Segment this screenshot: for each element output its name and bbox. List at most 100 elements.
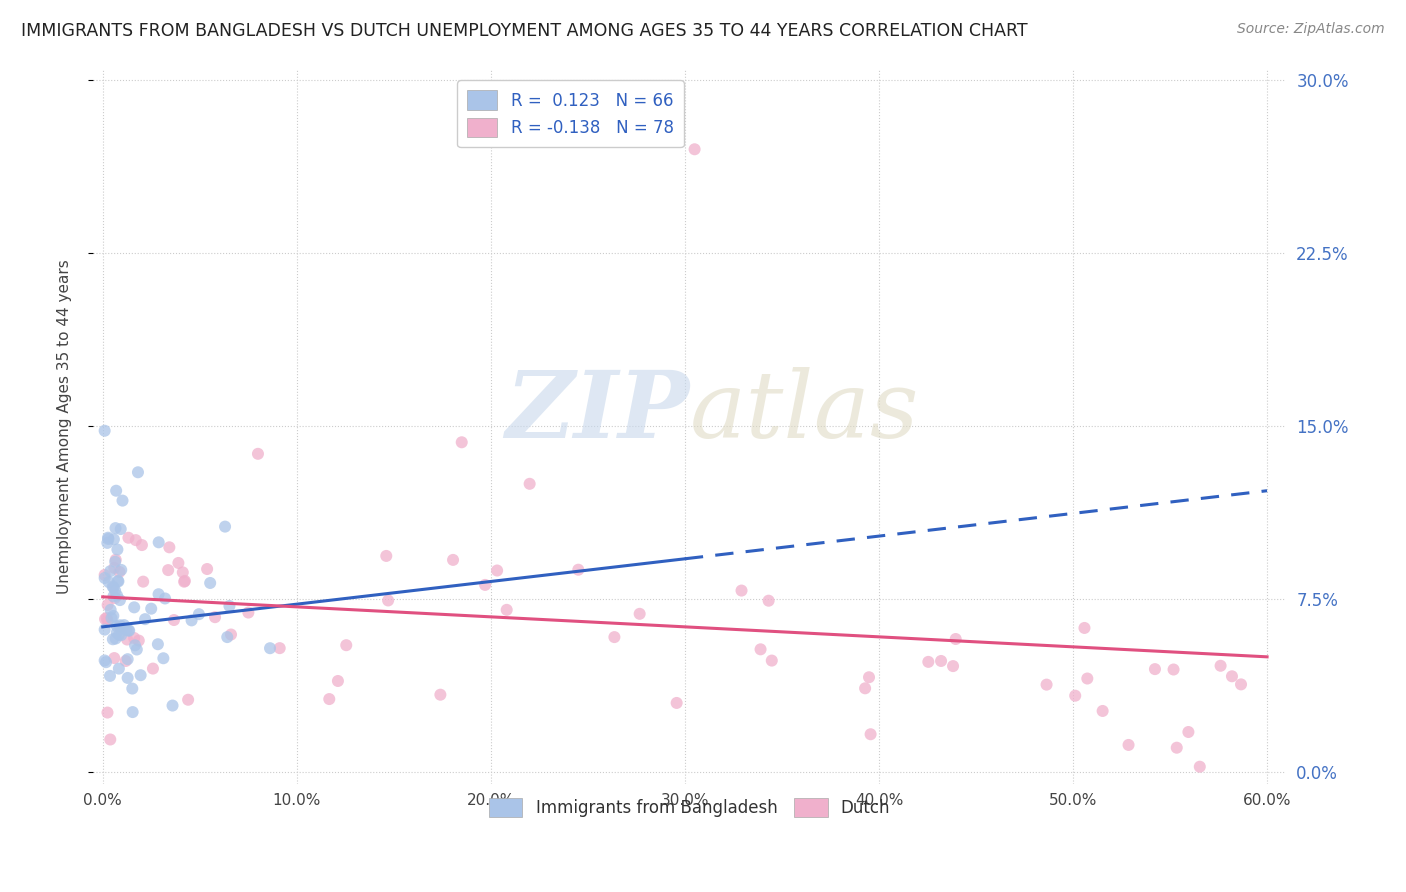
Point xyxy=(93,571,115,585)
Point xyxy=(96,706,118,720)
Point xyxy=(97,531,120,545)
Point xyxy=(98,564,121,578)
Point xyxy=(441,553,464,567)
Point xyxy=(104,591,127,605)
Point xyxy=(1091,704,1114,718)
Point xyxy=(375,549,398,563)
Point xyxy=(104,555,127,569)
Point xyxy=(101,580,124,594)
Point xyxy=(117,624,139,638)
Point xyxy=(110,563,132,577)
Point xyxy=(108,593,131,607)
Point xyxy=(486,564,509,578)
Point xyxy=(1143,662,1166,676)
Point xyxy=(1230,677,1253,691)
Point xyxy=(195,562,218,576)
Point xyxy=(115,623,138,637)
Point xyxy=(1220,669,1243,683)
Point xyxy=(259,641,281,656)
Point xyxy=(187,607,209,622)
Point xyxy=(107,574,129,589)
Point xyxy=(1073,621,1095,635)
Point xyxy=(122,600,145,615)
Point xyxy=(110,628,132,642)
Point xyxy=(96,611,118,625)
Point xyxy=(100,603,122,617)
Point xyxy=(180,613,202,627)
Point xyxy=(105,619,128,633)
Point xyxy=(269,641,291,656)
Point xyxy=(318,692,340,706)
Text: Source: ZipAtlas.com: Source: ZipAtlas.com xyxy=(1237,22,1385,37)
Point xyxy=(108,618,131,632)
Point xyxy=(110,522,132,536)
Point xyxy=(108,628,131,642)
Point xyxy=(1163,663,1185,677)
Point xyxy=(115,632,138,647)
Point xyxy=(146,637,169,651)
Point xyxy=(112,618,135,632)
Point xyxy=(173,574,195,589)
Point xyxy=(429,688,451,702)
Point xyxy=(104,521,127,535)
Point xyxy=(450,435,472,450)
Point xyxy=(121,705,143,719)
Point xyxy=(163,613,186,627)
Point xyxy=(93,424,115,438)
Point xyxy=(142,662,165,676)
Point xyxy=(108,620,131,634)
Point xyxy=(153,591,176,606)
Point xyxy=(103,609,125,624)
Point xyxy=(172,566,194,580)
Point xyxy=(93,568,115,582)
Point xyxy=(683,142,706,156)
Point xyxy=(100,611,122,625)
Point xyxy=(141,601,163,615)
Point xyxy=(131,538,153,552)
Point xyxy=(93,623,115,637)
Y-axis label: Unemployment Among Ages 35 to 44 years: Unemployment Among Ages 35 to 44 years xyxy=(58,259,72,593)
Point xyxy=(335,638,357,652)
Legend: Immigrants from Bangladesh, Dutch: Immigrants from Bangladesh, Dutch xyxy=(481,789,898,825)
Point xyxy=(917,655,939,669)
Point xyxy=(122,631,145,645)
Point xyxy=(118,624,141,638)
Point xyxy=(246,447,269,461)
Point xyxy=(1166,740,1188,755)
Point xyxy=(98,669,121,683)
Point xyxy=(204,610,226,624)
Point xyxy=(108,565,131,579)
Point xyxy=(858,670,880,684)
Point xyxy=(749,642,772,657)
Point xyxy=(103,533,125,547)
Point xyxy=(108,662,131,676)
Point xyxy=(127,465,149,479)
Point xyxy=(93,653,115,667)
Point xyxy=(94,612,117,626)
Point xyxy=(567,563,589,577)
Point xyxy=(1209,658,1232,673)
Point xyxy=(474,578,496,592)
Point xyxy=(177,692,200,706)
Point xyxy=(98,732,121,747)
Point xyxy=(929,654,952,668)
Point xyxy=(94,655,117,669)
Point xyxy=(218,599,240,613)
Point xyxy=(665,696,688,710)
Point xyxy=(103,590,125,604)
Point xyxy=(105,589,128,603)
Point xyxy=(326,673,349,688)
Point xyxy=(96,536,118,550)
Point xyxy=(495,603,517,617)
Point xyxy=(104,632,127,646)
Point xyxy=(104,583,127,598)
Point xyxy=(758,593,780,607)
Point xyxy=(125,642,148,657)
Point xyxy=(105,483,128,498)
Point xyxy=(942,659,965,673)
Point xyxy=(129,668,152,682)
Point xyxy=(101,632,124,647)
Text: ZIP: ZIP xyxy=(506,367,690,457)
Point xyxy=(1177,725,1199,739)
Point xyxy=(117,671,139,685)
